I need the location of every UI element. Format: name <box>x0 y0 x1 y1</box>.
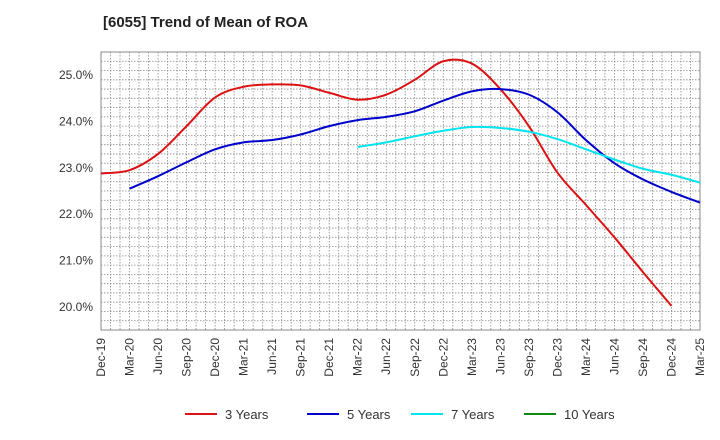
series-line-3-years <box>100 58 673 307</box>
plot-area <box>100 51 701 331</box>
y-tick-label: 24.0% <box>59 115 93 129</box>
y-tick-label: 20.0% <box>59 300 93 314</box>
x-tick-label: Dec-23 <box>550 338 564 377</box>
x-tick-label: Dec-19 <box>94 338 108 377</box>
y-tick-label: 25.0% <box>59 68 93 82</box>
y-tick-label: 23.0% <box>59 161 93 175</box>
x-tick-label: Jun-23 <box>493 338 507 375</box>
x-tick-label: Sep-24 <box>636 338 650 377</box>
x-tick-label: Dec-24 <box>664 338 678 377</box>
x-tick-label: Mar-22 <box>351 338 365 376</box>
legend: 3 Years 5 Years 7 Years 10 Years <box>185 407 615 422</box>
x-tick-label: Sep-20 <box>180 338 194 377</box>
y-tick-label: 22.0% <box>59 207 93 221</box>
x-tick-label: Jun-24 <box>607 338 621 375</box>
legend-label-7-years: 7 Years <box>451 407 495 422</box>
legend-label-5-years: 5 Years <box>347 407 391 422</box>
legend-label-3-years: 3 Years <box>225 407 269 422</box>
x-tick-label: Dec-21 <box>322 338 336 377</box>
grid-lines <box>101 52 700 330</box>
x-tick-label: Jun-22 <box>379 338 393 375</box>
x-tick-label: Sep-23 <box>522 338 536 377</box>
axis-ticks: 20.0% 21.0% 22.0% 23.0% 24.0% 25.0% Dec-19 Mar-… <box>59 68 707 377</box>
series-line-7-years <box>357 125 701 184</box>
x-tick-label: Jun-20 <box>151 338 165 375</box>
chart-title: [6055] Trend of Mean of ROA <box>103 14 309 31</box>
x-tick-label: Sep-21 <box>294 338 308 377</box>
legend-label-10-years: 10 Years <box>564 407 615 422</box>
x-tick-label: Mar-25 <box>693 338 707 376</box>
x-tick-label: Mar-21 <box>237 338 251 376</box>
x-tick-label: Sep-22 <box>408 338 422 377</box>
x-tick-label: Mar-24 <box>579 338 593 376</box>
x-tick-label: Dec-20 <box>208 338 222 377</box>
x-tick-label: Jun-21 <box>265 338 279 375</box>
y-tick-label: 21.0% <box>59 254 93 268</box>
x-tick-label: Mar-20 <box>123 338 137 376</box>
series-lines <box>100 58 701 307</box>
x-tick-label: Dec-22 <box>436 338 450 377</box>
x-tick-label: Mar-23 <box>465 338 479 376</box>
